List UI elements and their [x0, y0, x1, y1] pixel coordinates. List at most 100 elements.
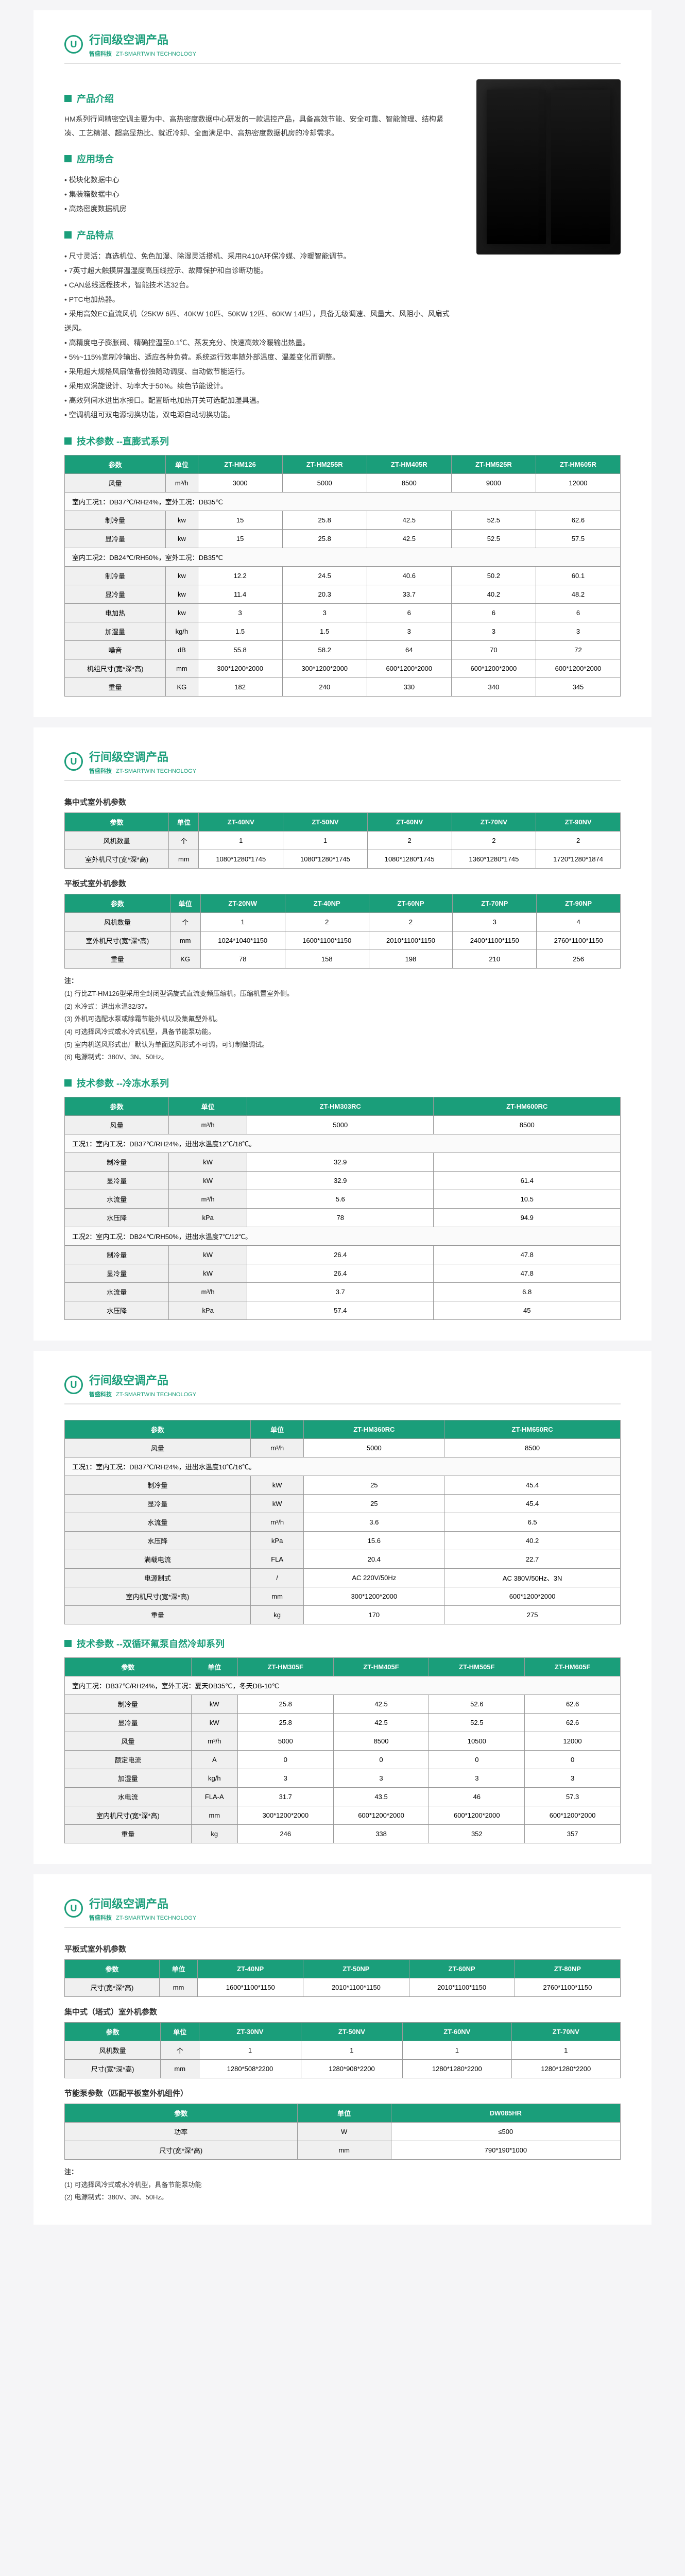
- cell: 300*1200*2000: [198, 659, 282, 678]
- cell: kg/h: [166, 622, 198, 641]
- list-item: CAN总线远程技术，智能技术达32台。: [64, 278, 456, 292]
- cell: 62.6: [525, 1714, 621, 1732]
- cell: 3: [198, 604, 282, 622]
- cell: 345: [536, 678, 620, 697]
- cell: 48.2: [536, 585, 620, 604]
- cell: kPa: [169, 1301, 247, 1320]
- list-item: 高效列间水进出水接口。配置断电加热开关可选配加湿具温。: [64, 393, 456, 408]
- cell: 12000: [536, 474, 620, 493]
- cell: 水流量: [65, 1513, 251, 1532]
- col-header: ZT-70NP: [453, 894, 537, 913]
- col-header: ZT-50NV: [283, 813, 368, 832]
- header-title: 行间级空调产品: [89, 31, 196, 47]
- list-item: 采用超大规格风扇做备份独随动调度、自动做节能运行。: [64, 364, 456, 379]
- cell: 1.5: [198, 622, 282, 641]
- cell: 室外机尺寸(宽*深*高): [65, 850, 169, 869]
- cell: 0: [237, 1751, 333, 1769]
- cell: 45.4: [444, 1476, 621, 1495]
- cell: 12000: [525, 1732, 621, 1751]
- cell: 1: [199, 832, 283, 850]
- cell: 水压降: [65, 1209, 169, 1227]
- cell: 1280*1280*2200: [511, 2060, 620, 2078]
- col-header: ZT-HM405F: [333, 1658, 429, 1676]
- page-header: U 行间级空调产品 智盛科技ZT-SMARTWIN TECHNOLOGY: [64, 1371, 621, 1404]
- cell: 1280*908*2200: [301, 2060, 402, 2078]
- cell: 1: [301, 2041, 402, 2060]
- cell: 1280*1280*2200: [403, 2060, 511, 2078]
- cell: 显冷量: [65, 1172, 169, 1190]
- cell: 1024*1040*1150: [200, 931, 285, 950]
- cell: 26.4: [247, 1264, 434, 1283]
- cell: 重量: [65, 950, 170, 969]
- cell: mm: [169, 850, 199, 869]
- cell: 6.5: [444, 1513, 621, 1532]
- cell: 40.2: [451, 585, 536, 604]
- cell: 11.4: [198, 585, 282, 604]
- cell: 8500: [444, 1439, 621, 1458]
- section-spec3: 技术参数 --双循环氟泵自然冷却系列: [64, 1637, 621, 1650]
- col-header: ZT-90NP: [537, 894, 621, 913]
- cell: kw: [166, 585, 198, 604]
- cell: 62.6: [536, 511, 620, 530]
- section-apply: 应用场合: [64, 152, 456, 165]
- list-item: 集装箱数据中心: [64, 187, 456, 201]
- cell: kW: [191, 1714, 237, 1732]
- cell: 58.2: [282, 641, 367, 659]
- cell: 水流量: [65, 1283, 169, 1301]
- cell: 15.6: [304, 1532, 444, 1550]
- cell: 31.7: [237, 1788, 333, 1806]
- cell: 2010*1100*1150: [369, 931, 453, 950]
- cell: 790*190*1000: [391, 2141, 620, 2160]
- cell: 240: [282, 678, 367, 697]
- col-header: 参数: [65, 1658, 192, 1676]
- cell: 78: [247, 1209, 434, 1227]
- logo: U: [64, 752, 83, 771]
- cell: 158: [285, 950, 369, 969]
- col-header: ZT-HM303RC: [247, 1097, 434, 1116]
- cell: KG: [170, 950, 200, 969]
- list-item: 7英寸超大触摸屏温湿度高压线控示、故障保护和自诊断功能。: [64, 263, 456, 278]
- cell: 52.5: [429, 1714, 525, 1732]
- cell: 43.5: [333, 1788, 429, 1806]
- cell: 256: [537, 950, 621, 969]
- col-header: 单位: [169, 1097, 247, 1116]
- col-header: 参数: [65, 894, 170, 913]
- cell: 额定电流: [65, 1751, 192, 1769]
- cell: m³/h: [250, 1513, 304, 1532]
- cell: 显冷量: [65, 1495, 251, 1513]
- col-header: ZT-HM405R: [367, 455, 451, 474]
- cell: 水流量: [65, 1190, 169, 1209]
- col-header: 单位: [170, 894, 200, 913]
- cell: 3: [237, 1769, 333, 1788]
- cell: 电源制式: [65, 1569, 251, 1587]
- col-header: ZT-40NP: [198, 1960, 303, 1978]
- cell: 600*1200*2000: [333, 1806, 429, 1825]
- cell: 制冷量: [65, 1246, 169, 1264]
- cell: AC 220V/50Hz: [304, 1569, 444, 1587]
- cell: 47.8: [434, 1246, 621, 1264]
- cell: 1080*1280*1745: [367, 850, 452, 869]
- cell: 300*1200*2000: [282, 659, 367, 678]
- cell: 1360*1280*1745: [452, 850, 536, 869]
- cell: 4: [537, 913, 621, 931]
- cell: 300*1200*2000: [304, 1587, 444, 1606]
- cell: 33.7: [367, 585, 451, 604]
- cell: 风量: [65, 474, 166, 493]
- cell: dB: [166, 641, 198, 659]
- cell: 22.7: [444, 1550, 621, 1569]
- list-item: 模块化数据中心: [64, 173, 456, 187]
- cell: 机组尺寸(宽*深*高): [65, 659, 166, 678]
- col-header: 单位: [297, 2104, 391, 2123]
- col-header: 单位: [250, 1420, 304, 1439]
- cell: 10500: [429, 1732, 525, 1751]
- col-header: 参数: [65, 2104, 298, 2123]
- col-header: ZT-80NP: [515, 1960, 620, 1978]
- spec-table-4: 参数单位ZT-HM305FZT-HM405FZT-HM505FZT-HM605F…: [64, 1657, 621, 1843]
- col-header: 参数: [65, 2023, 161, 2041]
- cell: 功率: [65, 2123, 298, 2141]
- cell: 25: [304, 1476, 444, 1495]
- cell: 6: [536, 604, 620, 622]
- header-sub: 智盛科技ZT-SMARTWIN TECHNOLOGY: [89, 49, 196, 58]
- cell: 42.5: [333, 1695, 429, 1714]
- cell: 0: [333, 1751, 429, 1769]
